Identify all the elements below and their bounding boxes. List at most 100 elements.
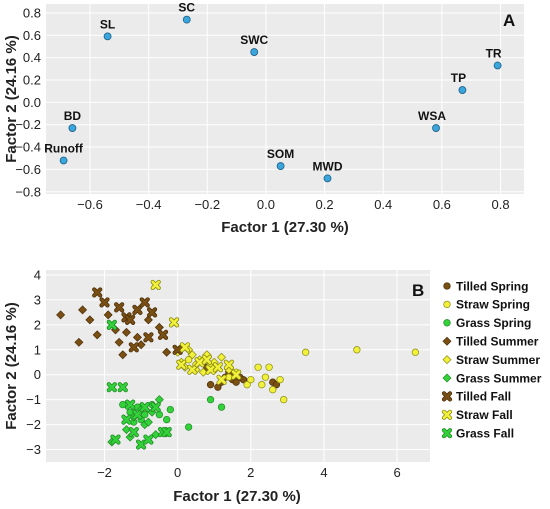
point-grass-spring	[166, 405, 174, 414]
point-label-sc: SC	[178, 1, 195, 15]
panel-b-x-axis-label: Factor 1 (27.30 %)	[173, 488, 301, 505]
point-grass-spring	[163, 415, 171, 424]
point-straw-spring	[276, 376, 284, 384]
point-tilled-fall	[125, 314, 136, 325]
point-tilled-summer	[74, 337, 84, 347]
legend-marker-straw-spring	[443, 300, 451, 309]
y-tick-label: −1	[26, 392, 41, 407]
point-tilled-summer	[121, 327, 131, 337]
point-tilled-fall	[143, 332, 154, 343]
point-tilled-summer	[143, 315, 153, 325]
point-bd	[68, 124, 77, 132]
point-grass-summer	[151, 430, 161, 440]
legend-label-straw-spring: Straw Spring	[456, 298, 530, 312]
point-tilled-fall	[146, 307, 158, 318]
y-tick-label: 0	[34, 367, 41, 382]
point-tilled-spring	[232, 378, 240, 386]
point-straw-spring	[258, 381, 266, 389]
y-tick-label: 1	[34, 342, 41, 357]
x-tick-label: −0.4	[136, 197, 162, 212]
point-grass-spring	[217, 403, 226, 411]
legend-marker-straw-fall	[441, 409, 453, 420]
point-grass-fall	[117, 382, 128, 393]
point-grass-fall	[110, 434, 121, 445]
point-label-sl: SL	[100, 17, 115, 31]
x-tick-label: −2	[97, 465, 112, 480]
y-tick-label: 0.4	[23, 50, 41, 65]
x-tick-label: 6	[393, 465, 400, 480]
point-label-mwd: MWD	[313, 159, 343, 173]
point-tilled-spring	[239, 376, 248, 384]
point-sl	[103, 32, 112, 41]
point-straw-spring	[280, 396, 288, 404]
point-straw-spring	[265, 363, 273, 371]
panel-b-plot-area	[46, 270, 430, 462]
point-tp	[458, 86, 467, 94]
point-grass-summer	[143, 417, 153, 427]
legend-label-tilled-summer: Tilled Summer	[456, 335, 539, 349]
point-tilled-summer	[114, 337, 124, 347]
y-tick-label: 0.8	[23, 5, 41, 20]
point-runoff	[59, 156, 68, 165]
y-tick-label: −2	[26, 417, 41, 432]
point-straw-fall	[150, 279, 161, 291]
point-straw-fall	[176, 359, 187, 370]
point-tilled-summer	[118, 350, 128, 360]
point-straw-fall	[201, 354, 213, 365]
point-straw-spring	[243, 381, 251, 389]
point-label-bd: BD	[64, 109, 82, 123]
point-grass-fall	[106, 319, 117, 330]
panel-a-x-axis-label: Factor 1 (27.30 %)	[221, 219, 349, 236]
x-tick-label: 0.6	[433, 197, 451, 212]
panel-b-legend: Tilled Spring Straw Spring Grass Spring Til…	[441, 279, 542, 441]
point-tr	[493, 61, 502, 70]
panel-a-label: A	[503, 11, 515, 30]
point-tilled-summer	[132, 332, 142, 342]
panel-a-plot-area	[46, 4, 524, 194]
x-tick-label: 2	[247, 465, 254, 480]
x-tick-label: 0.4	[374, 197, 392, 212]
point-tilled-fall	[157, 329, 169, 340]
point-label-runoff: Runoff	[44, 141, 84, 155]
point-tilled-summer	[162, 347, 172, 357]
panel-b-label: B	[412, 281, 424, 300]
point-tilled-spring	[272, 381, 281, 389]
panel-a-gridlines	[46, 4, 524, 194]
point-straw-summer	[198, 367, 208, 377]
y-tick-label: −0.8	[15, 184, 41, 199]
point-tilled-spring	[206, 381, 215, 389]
legend-marker-straw-summer	[442, 355, 452, 365]
point-straw-fall	[194, 357, 205, 368]
point-grass-fall	[128, 426, 139, 438]
x-tick-label: 4	[320, 465, 327, 480]
point-straw-spring	[302, 348, 310, 356]
legend-label-grass-summer: Grass Summer	[456, 371, 542, 385]
point-tilled-fall	[99, 297, 110, 308]
legend-label-tilled-spring: Tilled Spring	[456, 279, 528, 293]
point-grass-fall	[121, 414, 132, 425]
panel-b-x-tick-labels: −2 0 2 4 6	[97, 465, 401, 480]
point-tilled-fall	[114, 302, 125, 313]
point-tilled-summer	[56, 310, 66, 320]
point-straw-fall	[212, 362, 223, 373]
point-grass-spring	[206, 396, 215, 404]
legend-marker-grass-fall	[441, 428, 453, 439]
point-grass-fall	[125, 399, 136, 410]
legend-label-straw-summer: Straw Summer	[456, 353, 540, 367]
point-grass-spring	[119, 400, 127, 409]
point-label-tp: TP	[451, 71, 466, 85]
panel-a: −0.6 −0.4 −0.2 0.0 0.2 0.4 0.6 0.8 0.8 0.6 0.4 0.2…	[3, 1, 524, 236]
point-grass-fall	[143, 434, 154, 445]
y-tick-label: 0.2	[23, 73, 41, 88]
point-sc	[182, 15, 191, 24]
point-straw-spring	[184, 356, 193, 364]
point-straw-summer	[187, 350, 197, 360]
point-grass-spring	[155, 410, 164, 419]
y-tick-label: −0.2	[15, 117, 41, 132]
panel-a-y-axis-label: Factor 2 (24.16 %)	[3, 35, 20, 163]
point-straw-fall	[179, 342, 191, 353]
point-straw-fall	[168, 317, 180, 328]
point-tilled-summer	[78, 305, 88, 315]
